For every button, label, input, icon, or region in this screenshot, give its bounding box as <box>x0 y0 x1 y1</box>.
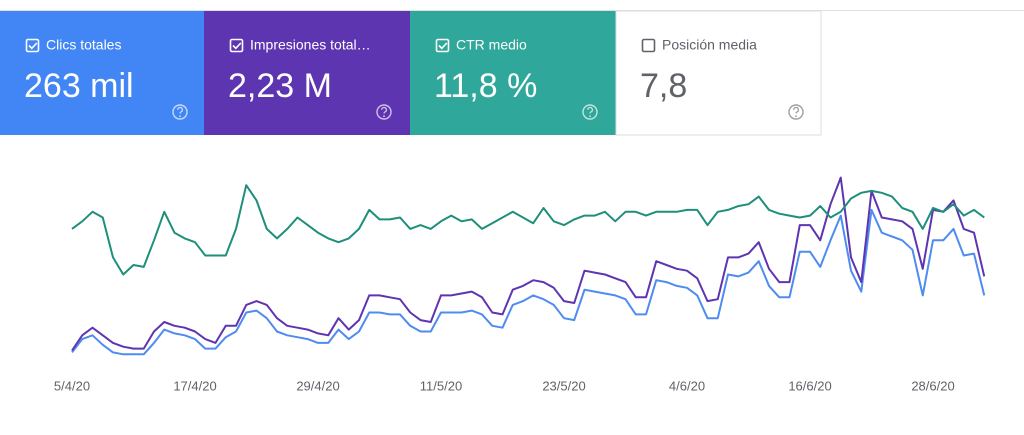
checkbox[interactable] <box>25 38 40 53</box>
metric-card[interactable]: CTR medio 11,8 % <box>410 11 616 135</box>
help-icon-mark <box>381 106 388 114</box>
x-tick-label: 17/4/20 <box>173 378 216 393</box>
card-value: 11,8 % <box>434 67 537 105</box>
x-tick-label: 29/4/20 <box>296 378 339 393</box>
card-label: Impresiones total… <box>250 37 371 53</box>
series-line <box>71 184 985 276</box>
help-icon-mark <box>793 106 800 114</box>
card-background <box>615 10 822 136</box>
metric-card[interactable]: Posición media 7,8 <box>615 10 822 136</box>
x-tick-label: 11/5/20 <box>420 378 462 393</box>
card-background <box>410 11 616 135</box>
card-background <box>0 11 204 135</box>
card-label: Posición media <box>662 37 757 53</box>
card-label: Clics totales <box>46 37 121 53</box>
series-line <box>71 208 986 356</box>
checkmark <box>438 42 448 50</box>
x-tick-label: 28/6/20 <box>911 378 954 393</box>
help-icon[interactable] <box>172 104 188 120</box>
help-icon[interactable] <box>582 104 598 120</box>
checkmark <box>232 42 242 50</box>
card-value: 263 mil <box>24 67 134 105</box>
help-icon-dot <box>383 115 385 118</box>
metric-card[interactable]: Impresiones total… 2,23 M <box>204 11 410 135</box>
help-icon-dot <box>795 115 797 118</box>
help-icon[interactable] <box>376 104 392 120</box>
checkmark <box>28 42 38 50</box>
x-tick-label: 5/4/20 <box>54 378 90 393</box>
x-tick-label: 23/5/20 <box>542 378 585 393</box>
help-icon-dot <box>179 115 181 118</box>
x-tick-label: 16/6/20 <box>788 378 831 393</box>
series-line <box>71 176 986 352</box>
checkbox[interactable] <box>229 38 244 53</box>
help-icon[interactable] <box>788 104 804 120</box>
card-label: CTR medio <box>456 37 527 53</box>
checkbox[interactable] <box>641 38 656 53</box>
metric-card[interactable]: Clics totales 263 mil <box>0 11 204 135</box>
checkbox[interactable] <box>435 38 450 53</box>
help-icon-dot <box>589 115 591 118</box>
card-value: 2,23 M <box>228 67 332 105</box>
card-value: 7,8 <box>640 67 687 105</box>
x-tick-label: 4/6/20 <box>669 378 705 393</box>
help-icon-mark <box>587 106 594 114</box>
card-background <box>204 11 410 135</box>
help-icon-mark <box>177 106 184 114</box>
